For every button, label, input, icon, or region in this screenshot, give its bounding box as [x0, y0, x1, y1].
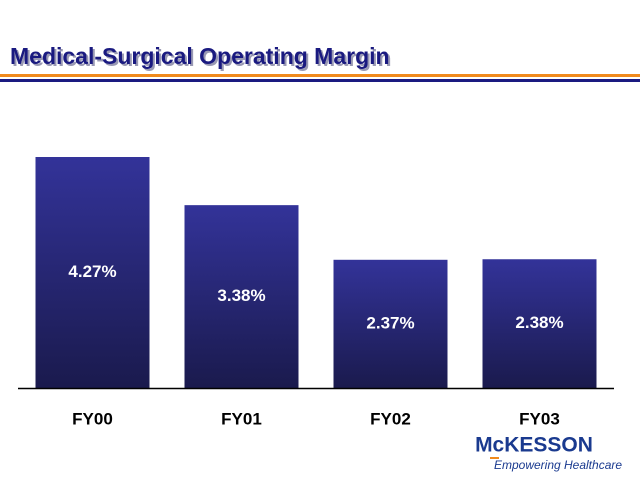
logo-tagline: Empowering Healthcare [494, 458, 622, 472]
x-tick-label: FY00 [72, 409, 113, 428]
value-label: 3.38% [217, 286, 265, 305]
bar [35, 157, 150, 388]
orange-rule [0, 74, 640, 77]
x-tick-label: FY02 [370, 409, 411, 428]
value-label: 4.27% [68, 262, 116, 281]
bar [333, 259, 448, 388]
bar [482, 259, 597, 388]
value-label: 2.37% [366, 313, 414, 332]
title-shadow: Medical-Surgical Operating Margin [12, 45, 392, 71]
chart-title: Medical-Surgical Operating Margin [10, 43, 390, 69]
x-tick-label: FY01 [221, 409, 262, 428]
plot: 4.27% FY00 3.38% FY01 2.37% FY02 2.38% FY03 [35, 157, 597, 428]
logo-accent [490, 457, 499, 459]
bar [184, 205, 299, 388]
blue-rule [0, 79, 640, 82]
logo-name: McKESSON [475, 434, 593, 457]
value-label: 2.38% [515, 313, 563, 332]
x-tick-label: FY03 [519, 409, 560, 428]
